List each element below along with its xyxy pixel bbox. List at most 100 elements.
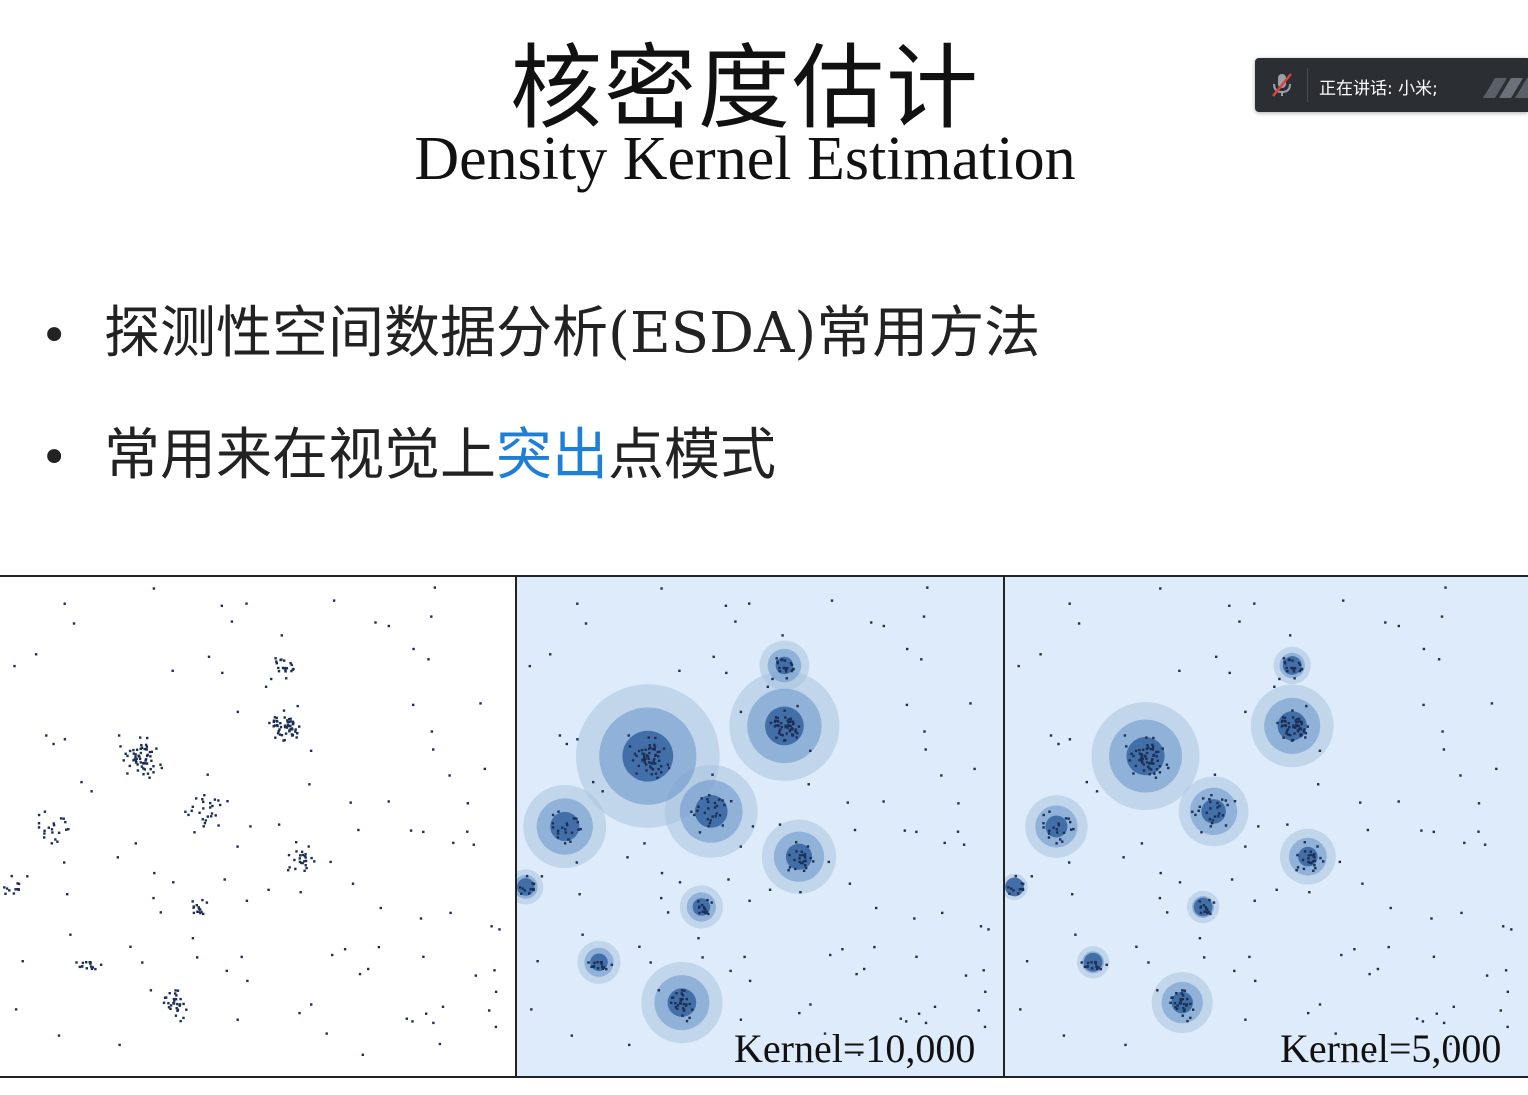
data-point (351, 882, 355, 885)
data-point (202, 800, 205, 804)
data-point (474, 974, 477, 977)
data-point (784, 716, 787, 719)
kde-10000-plot (516, 586, 990, 1056)
data-point (1317, 783, 1320, 786)
data-point (667, 766, 671, 770)
data-point (653, 743, 656, 747)
data-point (780, 722, 783, 725)
data-point (466, 802, 469, 805)
data-point (1012, 889, 1015, 892)
data-point (648, 761, 651, 764)
data-point (135, 757, 138, 760)
data-point (1025, 960, 1029, 963)
data-point (159, 763, 162, 766)
speaking-indicator[interactable]: 正在讲话: 小米; (1255, 58, 1528, 112)
data-point (1312, 854, 1315, 858)
data-point (141, 762, 145, 765)
data-point (702, 906, 706, 909)
data-point (653, 745, 657, 748)
data-point (226, 800, 229, 803)
data-point (1303, 841, 1306, 844)
data-point (1071, 893, 1074, 896)
data-point (1068, 602, 1071, 605)
data-point (1178, 1001, 1182, 1005)
data-point (1286, 728, 1290, 731)
data-point (1176, 1004, 1179, 1007)
data-point (299, 891, 302, 894)
data-point (549, 653, 552, 656)
data-point (146, 736, 149, 740)
data-point (1313, 864, 1316, 867)
data-point (419, 917, 423, 920)
data-point (144, 758, 148, 761)
data-point (63, 861, 66, 864)
data-point (1141, 757, 1144, 760)
data-point (718, 814, 722, 817)
data-point (287, 718, 291, 721)
data-point (803, 853, 807, 856)
panel-raw-points (0, 575, 516, 1078)
data-point (666, 911, 670, 914)
data-point (649, 961, 652, 964)
data-point (957, 802, 960, 805)
data-point (1014, 874, 1017, 878)
data-point (1216, 801, 1219, 805)
data-point (707, 825, 710, 828)
data-point (875, 906, 878, 910)
data-point (300, 850, 304, 853)
data-point (203, 794, 206, 797)
data-point (1253, 602, 1256, 605)
data-point (1233, 969, 1236, 973)
data-point (1142, 763, 1145, 766)
data-point (1224, 824, 1228, 827)
data-point (783, 659, 786, 662)
mic-muted-icon[interactable] (1269, 71, 1295, 103)
data-point (1052, 826, 1055, 829)
data-point (795, 850, 798, 853)
data-point (172, 881, 175, 884)
data-point (291, 728, 294, 731)
data-point (1294, 726, 1297, 729)
density-contour (550, 811, 580, 842)
data-point (787, 723, 790, 727)
data-point (1296, 718, 1299, 721)
data-point (199, 908, 202, 911)
data-point (1206, 911, 1209, 915)
data-point (1435, 1012, 1438, 1015)
data-point (197, 906, 200, 909)
data-point (778, 666, 781, 670)
data-point (1135, 945, 1138, 948)
data-point (1134, 749, 1138, 753)
data-point (1460, 911, 1463, 915)
data-point (128, 749, 132, 753)
data-point (1094, 962, 1097, 965)
data-point (531, 882, 534, 885)
data-point (1292, 670, 1296, 673)
data-point (707, 912, 710, 916)
data-point (1212, 901, 1216, 904)
data-point (52, 822, 55, 825)
data-point (1280, 725, 1284, 728)
data-point (1087, 961, 1090, 965)
data-point (176, 1008, 180, 1011)
data-point (296, 731, 299, 735)
data-point (696, 809, 699, 812)
data-point (802, 869, 806, 872)
data-point (17, 888, 20, 891)
data-point (1310, 853, 1313, 857)
kde-comparison-panels: Kernel=10,000 Kernel=5,000 (0, 575, 1528, 1078)
data-point (777, 732, 781, 735)
data-point (1057, 742, 1060, 746)
data-point (1495, 767, 1498, 771)
data-point (62, 817, 65, 820)
data-point (1311, 860, 1315, 863)
data-point (680, 989, 684, 992)
data-point (529, 888, 532, 891)
data-point (1183, 989, 1186, 992)
data-point (1067, 817, 1070, 820)
data-point (143, 747, 146, 751)
data-point (303, 860, 306, 863)
data-point (140, 746, 144, 749)
data-point (1296, 730, 1300, 733)
data-point (1244, 710, 1247, 714)
